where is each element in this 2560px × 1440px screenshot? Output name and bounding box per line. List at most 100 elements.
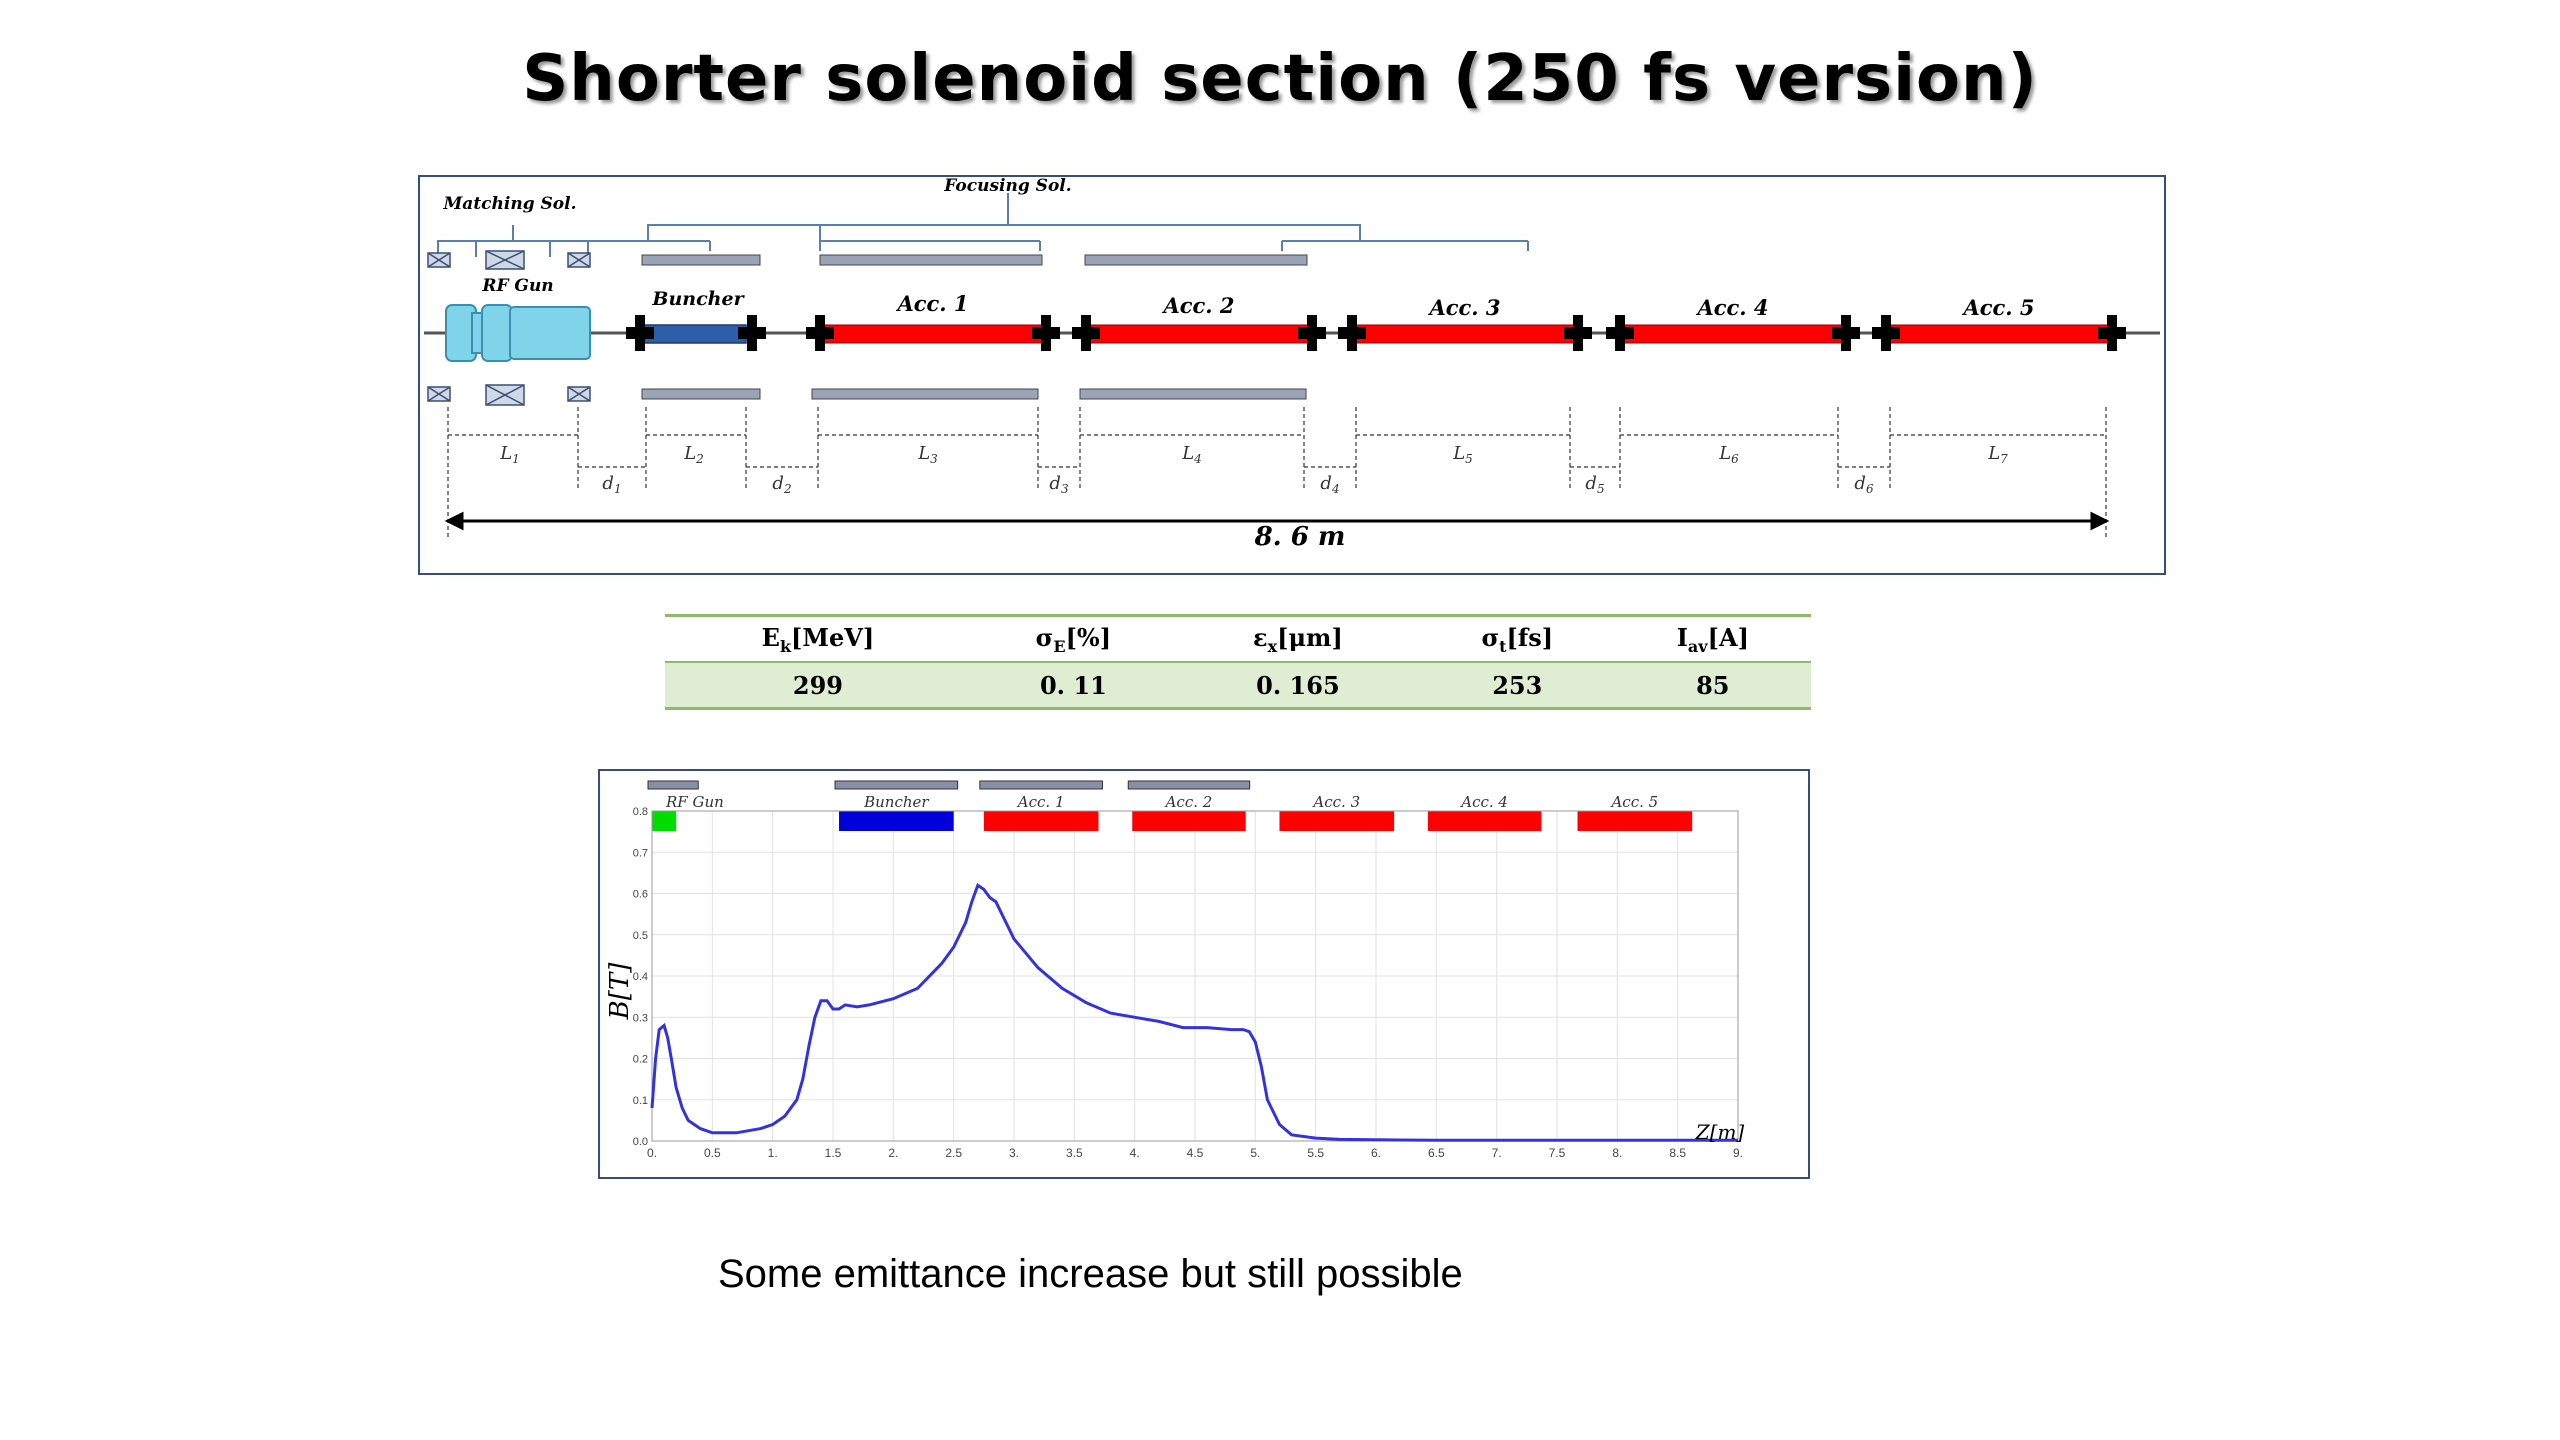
element-label: Acc. 5 [1609, 793, 1658, 811]
chart-axes [651, 810, 1739, 1142]
acc-5-cavity [1887, 324, 2111, 344]
length-label-3: L3 [917, 443, 938, 466]
dimension-extension-lines [447, 407, 2107, 537]
acc-4-label: Acc. 4 [1695, 295, 1768, 320]
drift-label-3: d3 [1049, 473, 1069, 496]
chart-element-bars: RF Gun Buncher Acc. 1 Acc. 2 Acc. 3 Acc. 4 Acc… [647, 780, 1693, 831]
x-tick-label: 0.5 [704, 1146, 721, 1160]
value-energy: 299 [792, 670, 843, 700]
value-energy-spread: 0. 11 [1039, 670, 1107, 700]
x-tick-label: 5. [1250, 1146, 1260, 1160]
acc-1-label: Acc. 1 [895, 291, 968, 316]
y-tick-label: 0.3 [633, 1012, 648, 1024]
total-length-label: 8. 6 m [1254, 522, 1346, 552]
table-header-row: Ek[MeV] σE[%] εx[μm] σt[fs] Iav[A] [665, 615, 1811, 662]
field-profile-line [650, 882, 1738, 1142]
total-length-arrow [444, 511, 2110, 531]
buncher-label: Buncher [651, 288, 745, 310]
element-bar [839, 811, 954, 831]
length-label-7: L7 [1987, 443, 2008, 466]
x-tick-label: 2. [888, 1146, 898, 1160]
acc-2-cavity [1087, 324, 1311, 344]
field-chart-panel: RF Gun Buncher Acc. 1 Acc. 2 Acc. 3 Acc. 4 Acc… [598, 769, 1810, 1179]
flanges [626, 315, 2126, 351]
slide-caption: Some emittance increase but still possib… [718, 1252, 1463, 1296]
matching-sol-label: Matching Sol. [442, 194, 576, 214]
header-energy: Ek[MeV] [761, 622, 875, 656]
element-label: Acc. 2 [1164, 793, 1213, 811]
x-tick-label: 8.5 [1669, 1146, 1686, 1160]
chart-grid [651, 810, 1739, 1142]
x-tick-label: 4.5 [1187, 1146, 1204, 1160]
y-tick-label: 0.1 [633, 1095, 648, 1107]
drift-label-6: d6 [1854, 473, 1874, 496]
plot-frame [651, 810, 1739, 1142]
element-label: Acc. 1 [1016, 793, 1065, 811]
element-label: Acc. 4 [1459, 793, 1508, 811]
y-tick-label: 0.5 [633, 930, 648, 942]
y-tick-label: 0.6 [633, 889, 648, 901]
x-tick-label: 1. [768, 1146, 778, 1160]
value-bunch-length: 253 [1492, 670, 1543, 700]
field-profile-chart: RF Gun Buncher Acc. 1 Acc. 2 Acc. 3 Acc. 4 Acc… [605, 780, 1745, 1160]
y-axis-label: B[T] [605, 962, 635, 1021]
accelerator-sections [821, 324, 2111, 344]
slide-title: Shorter solenoid section (250 fs version… [522, 42, 2038, 116]
header-current: Iav[A] [1676, 622, 1749, 656]
x-tick-label: 3.5 [1066, 1146, 1083, 1160]
beamline-diagram-panel: Matching Sol. Focusing Sol. [418, 175, 2166, 575]
chart-tick-labels: 0. 0.5 1. 1.5 2. 2.5 3. 3.5 4. 4.5 5. 5.5 6. 6.5 7. 7.5… [633, 806, 1743, 1160]
element-bar [983, 811, 1099, 831]
x-tick-label: 6.5 [1428, 1146, 1445, 1160]
header-emittance: εx[μm] [1252, 622, 1343, 656]
focusing-sol-bracket [587, 193, 1529, 251]
x-tick-label: 5.5 [1307, 1146, 1324, 1160]
solenoid-coil-marker [979, 780, 1103, 790]
value-current: 85 [1696, 670, 1730, 700]
x-tick-label: 8. [1612, 1146, 1622, 1160]
y-tick-label: 0.0 [633, 1136, 648, 1148]
element-bar [652, 811, 677, 831]
length-label-4: L4 [1181, 443, 1202, 466]
value-emittance: 0. 165 [1256, 670, 1340, 700]
acc-4-cavity [1621, 324, 1845, 344]
header-bunch-length: σt[fs] [1481, 622, 1554, 656]
x-tick-label: 0. [647, 1146, 657, 1160]
solenoid-coil-marker [1127, 780, 1251, 790]
acc-2-label: Acc. 2 [1161, 293, 1234, 318]
focusing-solenoid-coils [641, 254, 1308, 400]
solenoid-coil-marker [647, 780, 699, 790]
acc-3-label: Acc. 3 [1427, 295, 1500, 320]
drift-label-2: d2 [772, 473, 791, 496]
element-bar [1279, 811, 1395, 831]
y-tick-label: 0.4 [633, 971, 648, 983]
acc-5-label: Acc. 5 [1961, 295, 2034, 320]
focusing-sol-label: Focusing Sol. [943, 177, 1071, 196]
acc-3-cavity [1353, 324, 1577, 344]
beam-parameters-table: Ek[MeV] σE[%] εx[μm] σt[fs] Iav[A] 299 0… [665, 614, 1811, 710]
element-bar [1577, 811, 1693, 831]
y-tick-label: 0.7 [633, 847, 648, 859]
x-tick-label: 6. [1371, 1146, 1381, 1160]
acc-1-cavity [821, 324, 1045, 344]
header-energy-spread: σE[%] [1035, 622, 1112, 656]
drift-label-5: d5 [1585, 473, 1604, 496]
element-label: Buncher [863, 793, 929, 811]
solenoid-coil-marker [834, 780, 959, 790]
drift-label-1: d1 [602, 473, 621, 496]
rf-gun-label: RF Gun [481, 276, 553, 296]
element-bar [1427, 811, 1542, 831]
element-bar [1132, 811, 1246, 831]
length-label-2: L2 [683, 443, 704, 466]
rf-gun [445, 304, 591, 362]
x-axis-label: Z[m] [1695, 1120, 1745, 1144]
matching-solenoid-coils [427, 250, 591, 406]
length-label-5: L5 [1452, 443, 1473, 466]
element-label: RF Gun [665, 793, 724, 811]
length-label-6: L6 [1718, 443, 1739, 466]
beamline-diagram: Matching Sol. Focusing Sol. [424, 177, 2160, 552]
y-tick-label: 0.8 [633, 806, 648, 818]
x-tick-label: 2.5 [945, 1146, 962, 1160]
y-tick-label: 0.2 [633, 1054, 648, 1066]
length-label-1: L1 [499, 443, 520, 466]
